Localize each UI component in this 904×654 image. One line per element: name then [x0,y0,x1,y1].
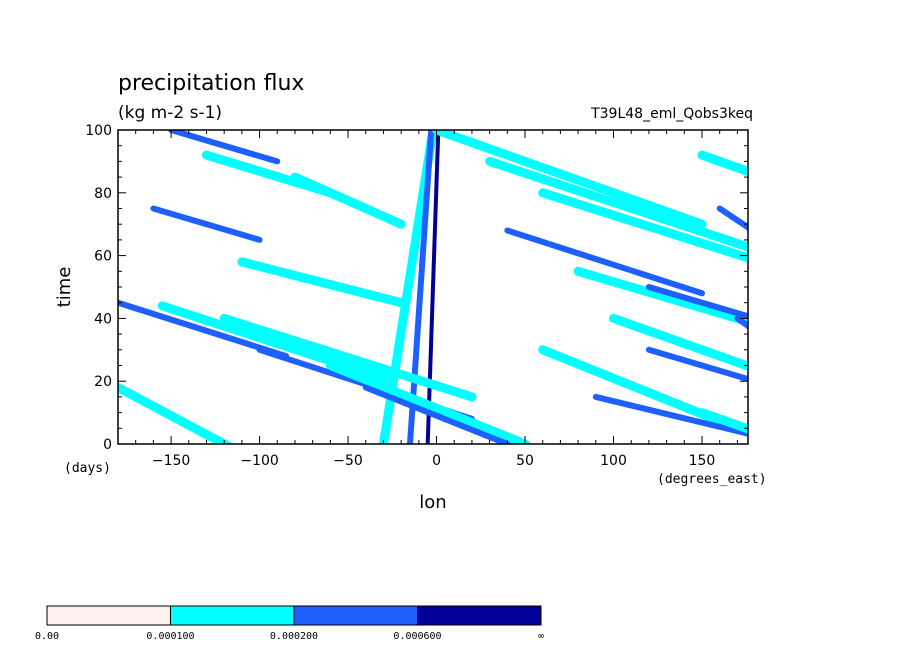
precip-band [573,266,748,327]
precip-band [645,284,748,320]
y-axis: 0 20 40 60 80 100 [85,123,748,453]
precip-band [290,172,406,229]
colorbar-swatch [170,605,295,626]
precip-band [150,205,263,243]
x-tick-label: −100 [240,453,278,469]
x-tick-label: 50 [516,453,534,469]
precip-band [237,257,406,308]
chart-title: precipitation flux [118,71,304,96]
precip-band [645,346,748,383]
colorbar-label: ∞ [538,631,544,642]
precip-band [425,130,441,444]
experiment-label: T39L48_eml_Qobs3keq [590,106,753,122]
x-units-label: (degrees_east) [657,472,767,487]
precip-band [432,130,707,229]
precip-band [118,382,234,444]
y-tick-label: 0 [103,437,112,453]
colorbar: 0.00 0.000100 0.000200 0.000600 ∞ [35,605,544,642]
colorbar-label: 0.000600 [393,631,441,642]
y-tick-label: 20 [94,374,112,390]
units-label: (kg m-2 s-1) [118,103,222,123]
x-tick-label: −50 [333,453,363,469]
precip-band [697,150,748,177]
x-axis: −150 −100 −50 0 50 100 150 [135,130,738,469]
precip-band [734,315,748,330]
precip-band [118,299,290,360]
precip-band [168,130,281,165]
precip-band [219,313,477,402]
y-axis-label: time [54,267,75,308]
y-tick-label: 40 [94,311,112,327]
colorbar-swatch [417,605,542,626]
precip-band [592,393,748,437]
x-tick-label: 100 [600,453,627,469]
x-tick-label: 0 [432,453,441,469]
y-units-label: (days) [64,461,111,476]
colorbar-label: 0.000200 [270,631,318,642]
precip-band [157,301,397,386]
precip-band [504,227,705,297]
precipitation-field [118,130,748,444]
x-axis-label: lon [419,492,446,513]
x-tick-label: 150 [689,453,716,469]
colorbar-swatch [293,605,418,626]
precip-band [716,205,748,231]
colorbar-label: 0.000100 [146,631,194,642]
precip-band [325,361,530,444]
precip-band [362,384,511,444]
precip-band [485,156,748,252]
precip-band [538,188,748,263]
y-tick-label: 80 [94,186,112,202]
x-tick-label: −150 [152,453,190,469]
precip-band [609,313,748,371]
y-tick-label: 100 [85,123,112,139]
colorbar-label: 0.00 [35,631,59,642]
y-tick-label: 60 [94,249,112,265]
precip-band [406,130,435,444]
colorbar-swatch [46,605,171,626]
